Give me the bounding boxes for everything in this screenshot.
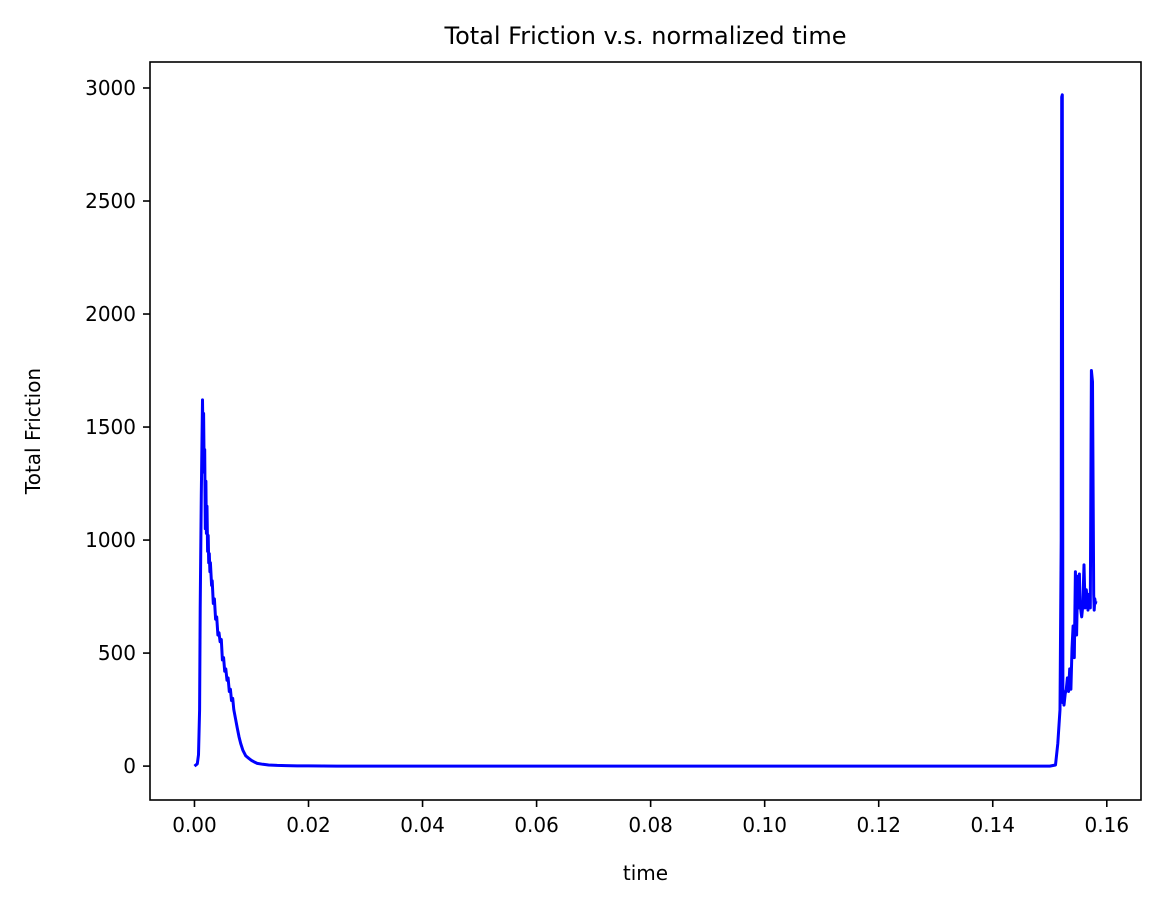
y-tick-label: 2000 — [85, 302, 136, 326]
x-tick-label: 0.04 — [400, 813, 445, 837]
x-tick-label: 0.16 — [1085, 813, 1130, 837]
x-tick-label: 0.00 — [172, 813, 217, 837]
y-tick-label: 500 — [98, 641, 136, 665]
y-axis-label: Total Friction — [21, 368, 45, 495]
x-axis: 0.00 0.02 0.04 0.06 0.08 0.10 0.12 0.14 0.16 — [172, 800, 1129, 837]
x-tick-label: 0.14 — [970, 813, 1015, 837]
y-tick-label: 1500 — [85, 415, 136, 439]
plot-area — [193, 93, 1098, 768]
series-line-0 — [193, 93, 1098, 768]
x-tick-label: 0.06 — [514, 813, 559, 837]
y-tick-label: 2500 — [85, 189, 136, 213]
x-tick-label: 0.10 — [742, 813, 787, 837]
y-tick-label: 3000 — [85, 76, 136, 100]
x-tick-label: 0.12 — [856, 813, 901, 837]
y-tick-label: 0 — [123, 754, 136, 778]
axes-frame — [149, 61, 1142, 801]
chart-title: Total Friction v.s. normalized time — [443, 22, 846, 50]
y-tick-label: 1000 — [85, 528, 136, 552]
x-tick-label: 0.02 — [286, 813, 331, 837]
y-axis: 0 500 1000 1500 2000 2500 3000 — [85, 76, 150, 778]
x-axis-label: time — [623, 861, 668, 885]
x-tick-label: 0.08 — [628, 813, 673, 837]
